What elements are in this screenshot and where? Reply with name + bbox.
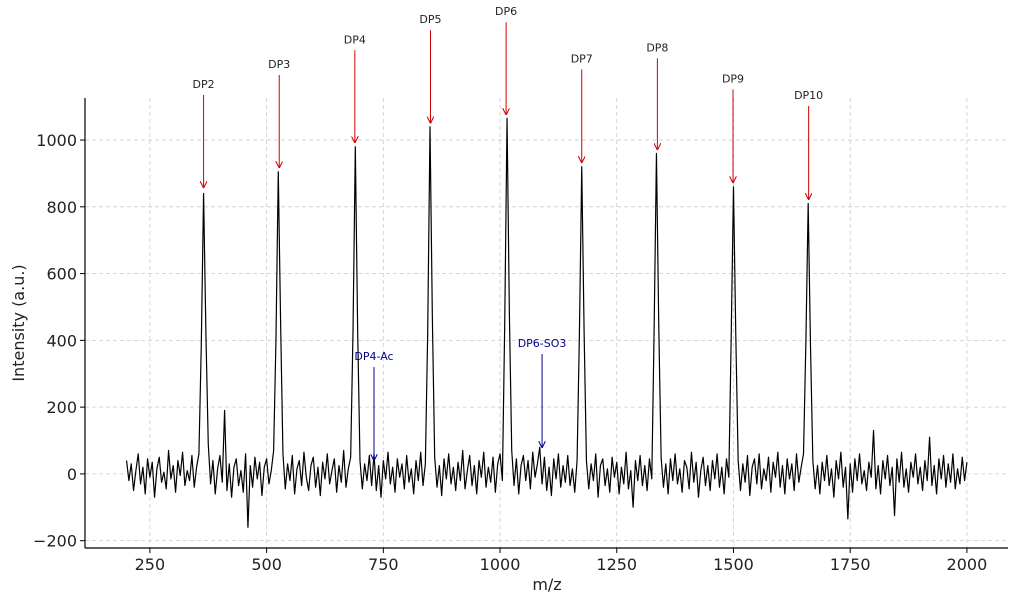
y-tick-label: 400 — [46, 331, 77, 350]
x-tick-label: 1750 — [830, 555, 871, 574]
annotation-label: DP3 — [268, 58, 290, 71]
x-tick-label: 250 — [135, 555, 166, 574]
annotation-label: DP6-SO3 — [518, 337, 567, 350]
annotation-label: DP6 — [495, 5, 517, 18]
x-tick-label: 1000 — [480, 555, 521, 574]
x-tick-label: 2000 — [947, 555, 988, 574]
y-tick-label: −200 — [33, 532, 77, 551]
annotation-label: DP9 — [722, 72, 744, 85]
annotation-label: DP8 — [646, 41, 668, 54]
y-tick-label: 1000 — [36, 131, 77, 150]
x-tick-label: 750 — [368, 555, 399, 574]
spectrum-line — [125, 117, 968, 528]
annotation-label: DP4 — [344, 33, 366, 46]
y-tick-label: 200 — [46, 398, 77, 417]
x-tick-label: 1500 — [713, 555, 754, 574]
x-axis-label: m/z — [532, 575, 561, 594]
y-axis-label: Intensity (a.u.) — [9, 264, 28, 381]
x-tick-label: 500 — [251, 555, 282, 574]
y-tick-label: 800 — [46, 198, 77, 217]
y-tick-label: 0 — [67, 465, 77, 484]
x-tick-label: 1250 — [596, 555, 637, 574]
annotation-label: DP5 — [419, 13, 441, 26]
annotation-label: DP7 — [571, 52, 593, 65]
y-tick-label: 600 — [46, 265, 77, 284]
annotation-label: DP2 — [193, 78, 215, 91]
annotation-label: DP10 — [794, 89, 823, 102]
annotation-label: DP4-Ac — [354, 350, 393, 363]
